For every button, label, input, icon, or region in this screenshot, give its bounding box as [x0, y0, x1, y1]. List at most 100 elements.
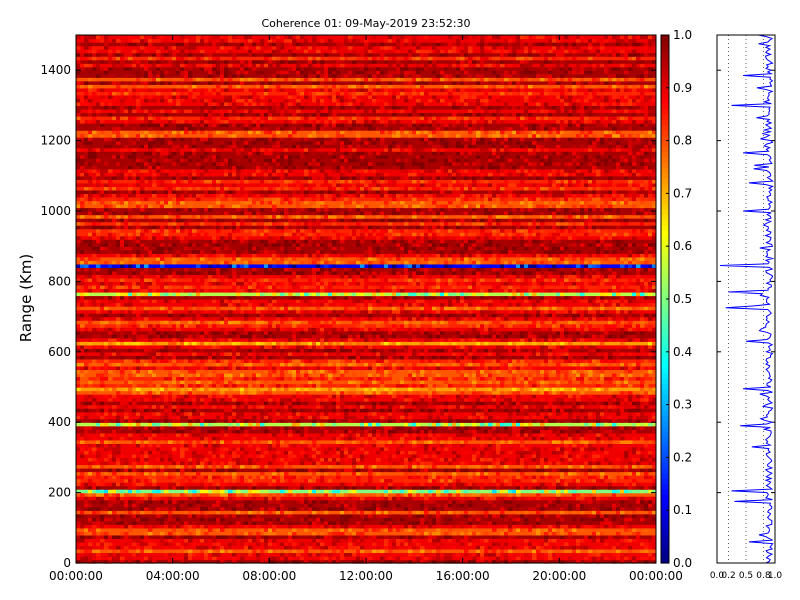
heatmap-cell [96, 418, 101, 423]
heatmap-cell [500, 552, 505, 557]
heatmap-cell [332, 524, 337, 529]
heatmap-cell [256, 418, 261, 423]
heatmap-cell [612, 485, 617, 490]
heatmap-cell [520, 418, 525, 423]
heatmap-cell [336, 538, 341, 543]
heatmap-cell [324, 467, 329, 473]
heatmap-cell [392, 351, 397, 356]
heatmap-cell [416, 422, 421, 427]
heatmap-cell [528, 372, 533, 378]
heatmap-cell [588, 425, 593, 430]
heatmap-cell [624, 475, 629, 480]
heatmap-cell [224, 460, 229, 466]
heatmap-cell [524, 404, 529, 409]
heatmap-cell [532, 383, 537, 388]
heatmap-cell [284, 503, 289, 508]
heatmap-cell [396, 467, 401, 473]
heatmap-cell [584, 443, 589, 448]
heatmap-cell [504, 387, 509, 392]
heatmap-cell [396, 415, 401, 420]
heatmap-cell [92, 401, 97, 406]
heatmap-cell [440, 404, 445, 409]
heatmap-cell [116, 520, 121, 525]
heatmap-cell [256, 453, 261, 458]
heatmap-cell [164, 372, 169, 378]
heatmap-cell [248, 348, 253, 353]
heatmap-cell [224, 358, 229, 363]
heatmap-cell [184, 415, 189, 420]
heatmap-cell [336, 351, 341, 356]
heatmap-cell [384, 390, 389, 395]
heatmap-cell [504, 397, 509, 402]
heatmap-cell [584, 534, 589, 539]
heatmap-cell [148, 418, 153, 423]
heatmap-cell [88, 492, 93, 497]
heatmap-cell [492, 460, 497, 466]
heatmap-cell [428, 499, 433, 504]
heatmap-cell [272, 432, 277, 437]
heatmap-cell [568, 460, 573, 466]
heatmap-cell [580, 411, 585, 416]
heatmap-cell [472, 383, 477, 388]
heatmap-cell [300, 555, 305, 561]
heatmap-cell [272, 372, 277, 378]
heatmap-cell [308, 485, 313, 490]
heatmap-cell [176, 485, 181, 490]
heatmap-cell [588, 485, 593, 490]
heatmap-cell [596, 510, 601, 515]
heatmap-cell [516, 513, 521, 518]
heatmap-cell [644, 506, 649, 511]
heatmap-cell [640, 541, 645, 546]
heatmap-cell [296, 425, 301, 430]
heatmap-cell [532, 453, 537, 458]
heatmap-cell [116, 439, 121, 444]
heatmap-cell [632, 446, 637, 451]
heatmap-cell [540, 358, 545, 363]
heatmap-cell [188, 348, 193, 353]
heatmap-cell [296, 492, 301, 497]
heatmap-cell [376, 457, 381, 462]
heatmap-cell [96, 383, 101, 388]
heatmap-cell [272, 369, 277, 374]
heatmap-cell [464, 379, 469, 385]
heatmap-cell [560, 559, 565, 564]
heatmap-cell [136, 358, 141, 363]
heatmap-cell [584, 418, 589, 423]
heatmap-cell [368, 432, 373, 437]
heatmap-cell [352, 446, 357, 451]
heatmap-cell [180, 355, 185, 360]
heatmap-cell [532, 524, 537, 529]
heatmap-cell [584, 538, 589, 543]
heatmap-cell [364, 348, 369, 353]
heatmap-cell [292, 517, 297, 522]
heatmap-cell [84, 464, 89, 469]
heatmap-cell [416, 552, 421, 557]
heatmap-cell [492, 559, 497, 564]
heatmap-cell [100, 443, 105, 448]
heatmap-cell [432, 531, 437, 536]
heatmap-cell [212, 471, 217, 476]
heatmap-cell [116, 513, 121, 518]
heatmap-cell [336, 517, 341, 522]
heatmap-cell [80, 341, 85, 346]
heatmap-cell [108, 489, 113, 494]
heatmap-cell [444, 439, 449, 444]
heatmap-cell [132, 467, 137, 473]
heatmap-cell [556, 446, 561, 451]
heatmap-cell [236, 425, 241, 430]
heatmap-cell [212, 390, 217, 395]
heatmap-cell [252, 425, 257, 430]
heatmap-cell [460, 524, 465, 529]
heatmap-cell [400, 510, 405, 515]
heatmap-cell [360, 408, 365, 413]
heatmap-cell [120, 524, 125, 529]
heatmap-cell [160, 348, 165, 353]
heatmap-cell [412, 464, 417, 469]
heatmap-cell [508, 559, 513, 564]
heatmap-cell [624, 408, 629, 413]
heatmap-cell [636, 471, 641, 476]
heatmap-cell [164, 379, 169, 385]
heatmap-cell [176, 425, 181, 430]
heatmap-cell [292, 485, 297, 490]
heatmap-cell [540, 460, 545, 466]
